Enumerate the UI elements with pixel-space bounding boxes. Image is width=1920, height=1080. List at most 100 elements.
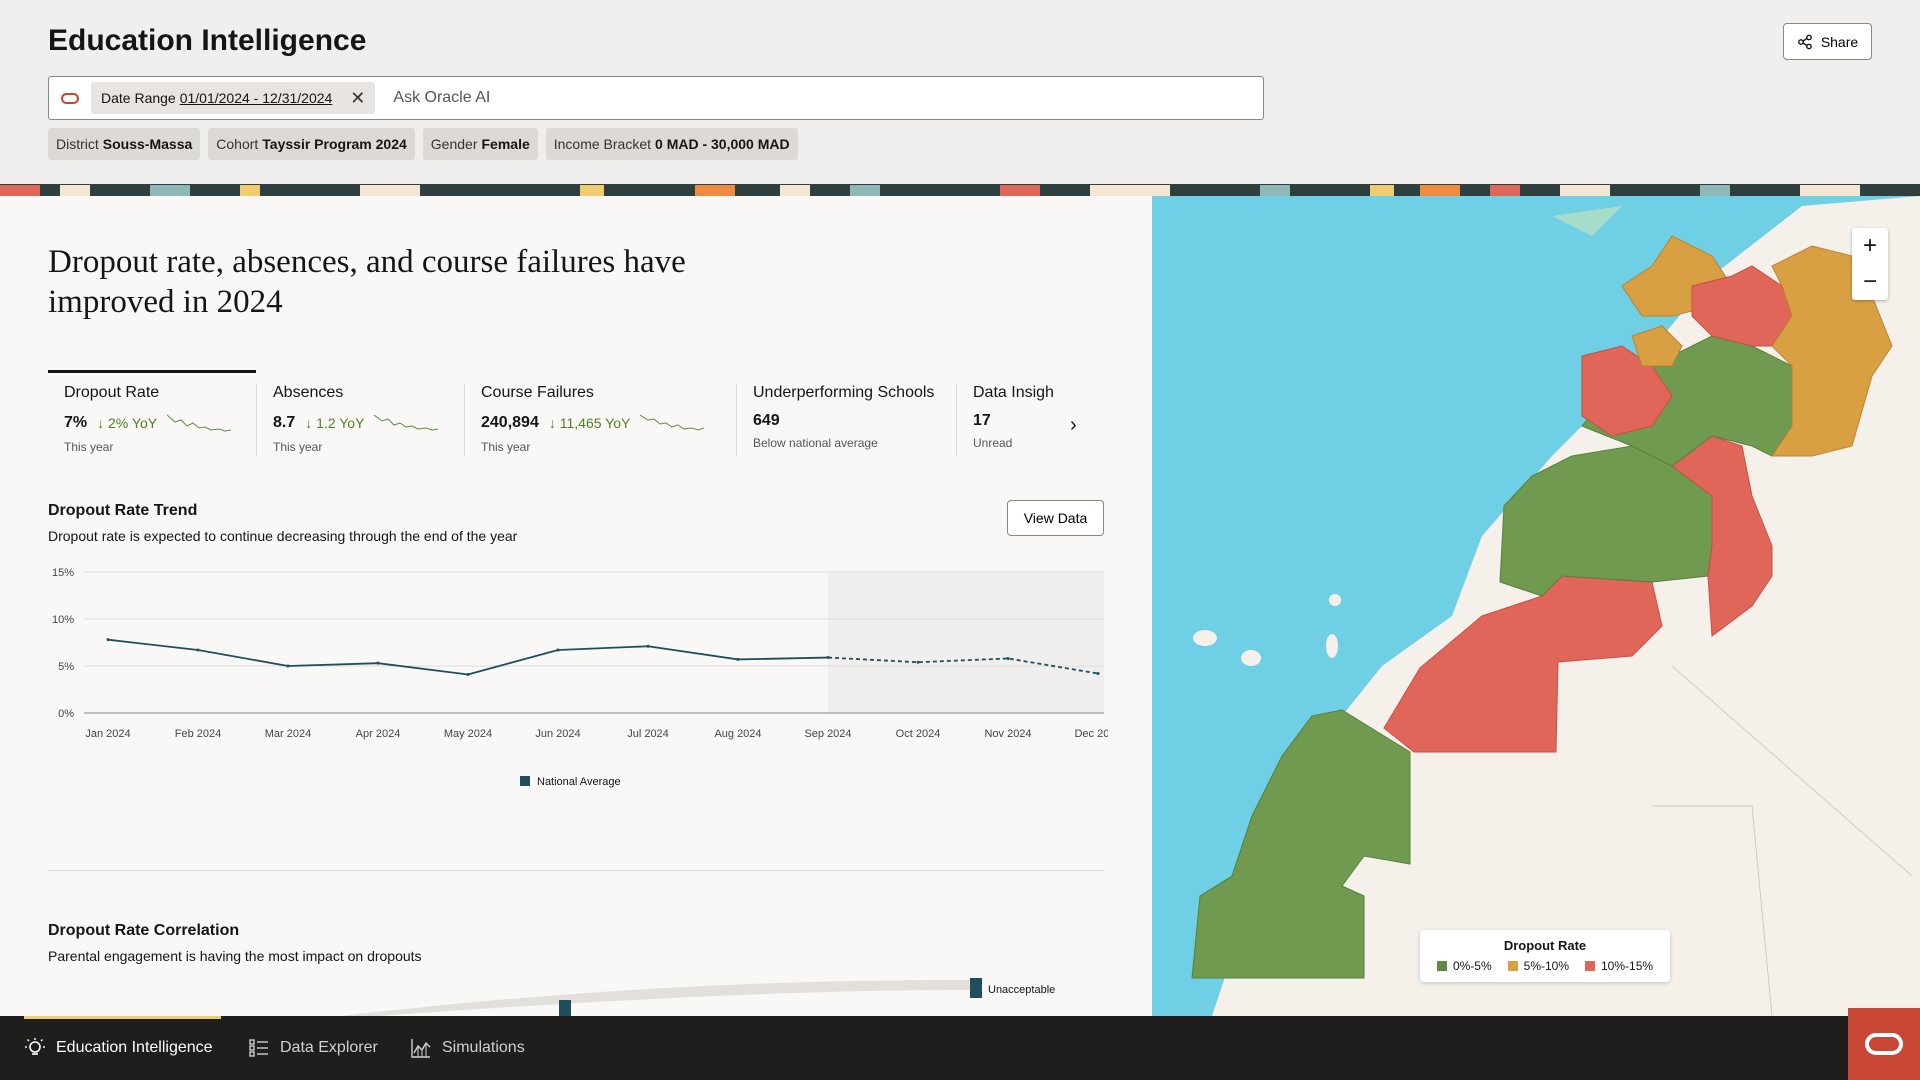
x-tick-label: Mar 2024: [265, 728, 311, 740]
x-tick-label: Oct 2024: [896, 728, 941, 740]
insights-panel: Dropout rate, absences, and course failu…: [0, 196, 1152, 1016]
filter-chip-cohort[interactable]: Cohort Tayssir Program 2024: [208, 128, 415, 160]
data-point: [916, 660, 920, 664]
nav-label: Simulations: [442, 1039, 525, 1056]
date-range-value[interactable]: 01/01/2024 - 12/31/2024: [179, 90, 333, 106]
filter-value: Tayssir Program 2024: [262, 136, 407, 152]
share-button[interactable]: Share: [1783, 23, 1872, 60]
region-northwest[interactable]: [1581, 345, 1673, 437]
island: [1193, 630, 1217, 646]
region-south[interactable]: [1191, 709, 1411, 979]
kpi-value: 17: [973, 412, 991, 429]
kpi-dropout-rate[interactable]: Dropout Rate 7% ↓ 2% YoY This year: [48, 384, 256, 456]
region-rabat[interactable]: [1631, 325, 1683, 367]
x-tick-label: Dec 2024: [1074, 728, 1108, 740]
kpi-change-value: 11,465 YoY: [559, 415, 631, 431]
legend-label: 5%-10%: [1523, 959, 1569, 973]
chart-icon: [411, 1039, 431, 1058]
sparkline: [167, 414, 232, 432]
y-tick-label: 5%: [58, 661, 74, 673]
filter-label: Gender: [430, 136, 478, 152]
sankey-flow: [340, 980, 970, 1016]
plus-icon[interactable]: +: [1862, 232, 1877, 259]
x-tick-label: Apr 2024: [356, 728, 401, 740]
filter-label: Cohort: [216, 136, 259, 152]
region-east-central[interactable]: [1671, 435, 1773, 637]
x-tick-label: May 2024: [444, 728, 492, 740]
close-icon[interactable]: ✕: [350, 87, 366, 108]
forecast-region: [828, 572, 1104, 713]
region-map[interactable]: [1152, 196, 1920, 1016]
x-tick-label: Feb 2024: [175, 728, 221, 740]
correlation-title: Dropout Rate Correlation: [48, 922, 240, 939]
trend-subtitle: Dropout rate is expected to continue dec…: [48, 528, 518, 544]
nav-label: Education Intelligence: [56, 1039, 213, 1056]
filter-chip-district[interactable]: District Souss-Massa: [48, 128, 201, 160]
island: [1326, 634, 1338, 658]
data-point: [1006, 656, 1010, 660]
kpi-change-value: 2% YoY: [108, 415, 158, 431]
oracle-logo-icon: [61, 92, 79, 104]
section-divider: [48, 870, 1104, 871]
bottom-navigation: Education Intelligence Data Explorer Sim…: [0, 1016, 1920, 1080]
x-tick-label: Sep 2024: [804, 728, 851, 740]
map-legend: Dropout Rate 0%-5% 5%-10% 10%-15%: [1420, 930, 1670, 982]
nav-label: Data Explorer: [280, 1039, 378, 1056]
nav-item-data-explorer[interactable]: Data Explorer: [248, 1016, 378, 1080]
kpi-title: Data Insigh: [973, 384, 1054, 401]
sankey-node-unacceptable: [970, 978, 982, 998]
legend-label: 0%-5%: [1452, 959, 1492, 973]
legend-label: National Average: [537, 776, 621, 788]
kpi-active-indicator: [48, 370, 256, 373]
view-data-button[interactable]: View Data: [1007, 500, 1104, 536]
legend-item: 5%-10%: [1507, 959, 1569, 973]
sparkline: [374, 414, 439, 431]
search-input[interactable]: [393, 89, 1263, 107]
data-point: [196, 648, 200, 652]
kpi-subtext: This year: [64, 440, 114, 454]
kpi-title: Absences: [273, 384, 344, 401]
kpi-change-value: 1.2 YoY: [316, 415, 365, 431]
x-tick-label: Jun 2024: [535, 728, 580, 740]
kpi-change: ↓ 11,465 YoY: [548, 415, 631, 431]
filter-value: Female: [481, 136, 530, 152]
map-zoom-controls: + −: [1852, 228, 1888, 300]
data-point: [826, 656, 830, 660]
oracle-assistant-button[interactable]: [1848, 1008, 1920, 1080]
kpi-subtext: Below national average: [753, 436, 878, 450]
morocco-choropleth-map[interactable]: [1152, 196, 1920, 1016]
data-point: [376, 661, 380, 665]
nav-item-simulations[interactable]: Simulations: [410, 1016, 525, 1080]
series-line-forecast: [827, 656, 1099, 675]
minus-icon[interactable]: −: [1862, 268, 1877, 295]
pattern-art: [0, 185, 1860, 196]
data-point: [556, 648, 560, 652]
data-point: [1096, 672, 1100, 676]
filter-chip-gender[interactable]: Gender Female: [422, 128, 538, 160]
filter-chip-income-bracket[interactable]: Income Bracket 0 MAD - 30,000 MAD: [545, 128, 798, 160]
filter-label: District: [56, 136, 99, 152]
kpi-subtext: This year: [481, 440, 531, 454]
share-label: Share: [1820, 33, 1859, 50]
legend-swatch: [1585, 961, 1595, 971]
x-tick-label: Jan 2024: [85, 728, 130, 740]
region-sahara-north[interactable]: [1383, 575, 1663, 753]
data-point: [106, 638, 110, 642]
insight-headline: Dropout rate, absences, and course failu…: [48, 244, 686, 320]
kpi-underperforming-schools[interactable]: Underperforming Schools 649 Below nation…: [736, 384, 956, 456]
date-range-chip[interactable]: Date Range 01/01/2024 - 12/31/2024 ✕: [91, 82, 376, 114]
legend-item: 0%-5%: [1436, 959, 1492, 973]
chevron-right-icon[interactable]: ›: [1070, 414, 1077, 436]
top-header: Education Intelligence Share Date Range …: [0, 0, 1920, 184]
y-tick-label: 15%: [52, 567, 74, 579]
kpi-absences[interactable]: Absences 8.7 ↓ 1.2 YoY This year: [256, 384, 464, 456]
kpi-title: Underperforming Schools: [753, 384, 935, 401]
kpi-course-failures[interactable]: Course Failures 240,894 ↓ 11,465 YoY Thi…: [464, 384, 736, 456]
ask-oracle-search-bar[interactable]: Date Range 01/01/2024 - 12/31/2024 ✕: [48, 76, 1264, 120]
trend-title: Dropout Rate Trend: [48, 502, 198, 519]
legend-swatch: [520, 776, 530, 786]
x-tick-label: Nov 2024: [984, 728, 1031, 740]
kpi-value: 240,894: [481, 414, 539, 431]
nav-item-education-intelligence[interactable]: Education Intelligence: [24, 1016, 213, 1080]
kpi-data-insights[interactable]: Data Insigh 17 Unread: [956, 384, 1056, 456]
